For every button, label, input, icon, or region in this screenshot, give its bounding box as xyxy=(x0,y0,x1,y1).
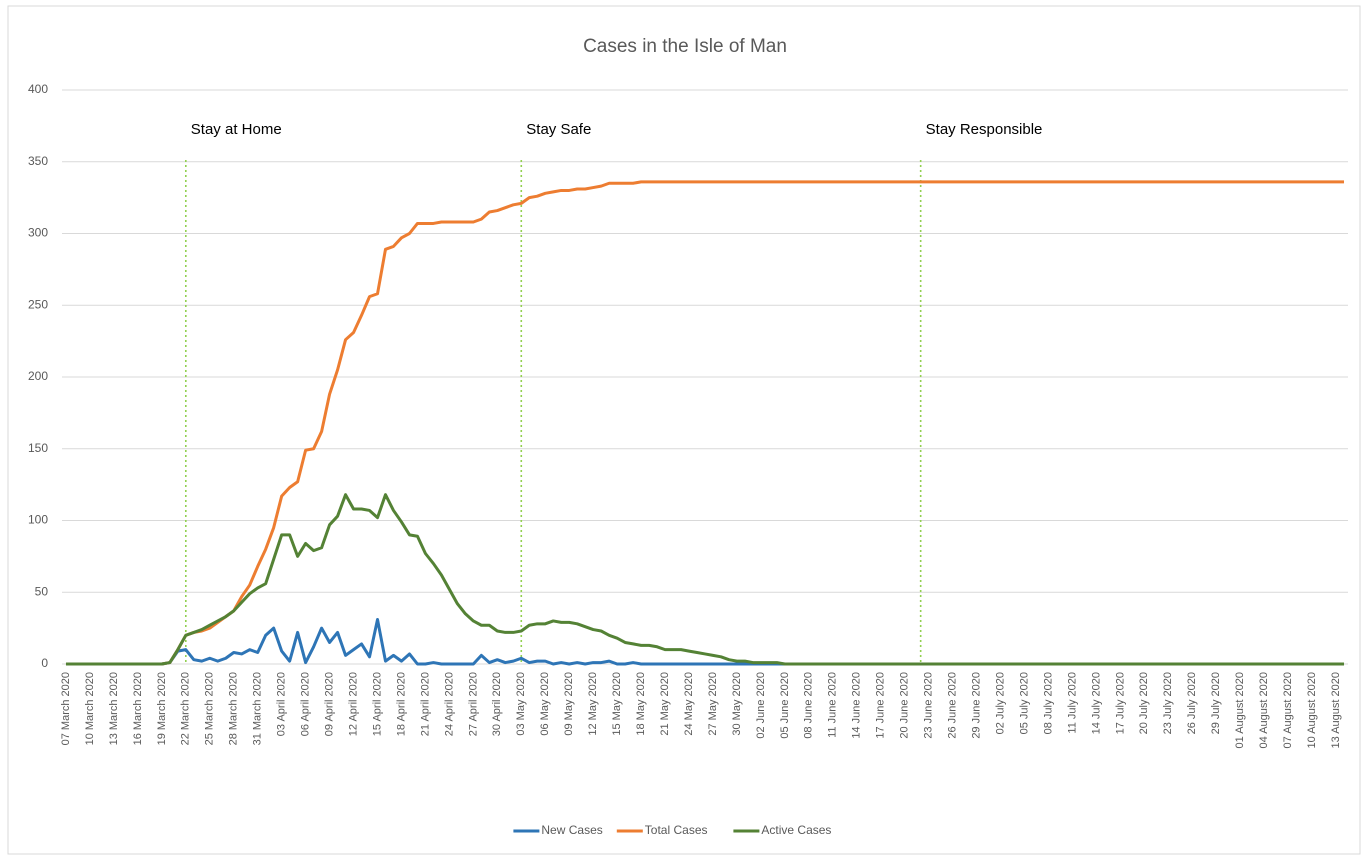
x-tick-label: 29 July 2020 xyxy=(1210,672,1222,734)
series-line xyxy=(65,180,1345,666)
y-tick-label: 0 xyxy=(41,656,48,670)
x-tick-label: 10 August 2020 xyxy=(1306,672,1318,748)
x-tick-label: 21 May 2020 xyxy=(659,672,671,736)
x-tick-label: 26 June 2020 xyxy=(947,672,959,739)
x-tick-label: 05 June 2020 xyxy=(779,672,791,739)
annotation-label: Stay Safe xyxy=(526,121,591,138)
x-tick-label: 16 March 2020 xyxy=(132,672,144,745)
x-tick-label: 20 July 2020 xyxy=(1138,672,1150,734)
x-tick-label: 01 August 2020 xyxy=(1234,672,1246,748)
x-tick-label: 21 April 2020 xyxy=(419,672,431,736)
legend-label: Active Cases xyxy=(761,823,831,837)
x-tick-label: 14 June 2020 xyxy=(851,672,863,739)
x-tick-label: 13 March 2020 xyxy=(108,672,120,745)
x-tick-label: 07 March 2020 xyxy=(60,672,72,745)
y-tick-label: 400 xyxy=(28,82,48,96)
chart-title: Cases in the Isle of Man xyxy=(583,36,787,57)
legend: New Cases Total Cases Active Cases xyxy=(513,823,831,837)
x-tick-label: 13 August 2020 xyxy=(1330,672,1342,748)
x-tick-label: 06 April 2020 xyxy=(300,672,312,736)
x-tick-label: 27 May 2020 xyxy=(707,672,719,736)
x-tick-label: 11 July 2020 xyxy=(1066,672,1078,734)
y-tick-label: 150 xyxy=(28,441,48,455)
x-tick-label: 26 July 2020 xyxy=(1186,672,1198,734)
x-tick-label: 12 May 2020 xyxy=(587,672,599,736)
x-tick-label: 31 March 2020 xyxy=(252,672,264,745)
x-tick-label: 19 March 2020 xyxy=(156,672,168,745)
x-tick-label: 17 July 2020 xyxy=(1114,672,1126,734)
x-tick-label: 29 June 2020 xyxy=(970,672,982,739)
x-tick-label: 18 April 2020 xyxy=(395,672,407,736)
legend-label: Total Cases xyxy=(645,823,708,837)
x-tick-label: 07 August 2020 xyxy=(1282,672,1294,748)
x-tick-label: 24 May 2020 xyxy=(683,672,695,736)
x-tick-label: 17 June 2020 xyxy=(875,672,887,739)
x-tick-label: 11 June 2020 xyxy=(827,672,839,738)
y-tick-label: 350 xyxy=(28,154,48,168)
x-tick-label: 08 June 2020 xyxy=(803,672,815,739)
x-tick-label: 25 March 2020 xyxy=(204,672,216,745)
x-tick-label: 04 August 2020 xyxy=(1258,672,1270,748)
y-tick-label: 250 xyxy=(28,297,48,311)
x-tick-label: 24 April 2020 xyxy=(443,672,455,736)
annotation-label: Stay Responsible xyxy=(926,121,1043,138)
x-tick-label: 06 May 2020 xyxy=(539,672,551,736)
x-tick-label: 12 April 2020 xyxy=(347,672,359,736)
x-tick-label: 10 March 2020 xyxy=(84,672,96,745)
y-tick-label: 50 xyxy=(35,584,49,598)
y-tick-label: 100 xyxy=(28,513,48,527)
x-tick-label: 15 April 2020 xyxy=(371,672,383,736)
x-tick-label: 14 July 2020 xyxy=(1090,672,1102,734)
x-tick-label: 20 June 2020 xyxy=(899,672,911,739)
x-tick-label: 22 March 2020 xyxy=(180,672,192,745)
x-tick-label: 08 July 2020 xyxy=(1042,672,1054,734)
series-line xyxy=(65,493,1345,666)
legend-label: New Cases xyxy=(541,823,602,837)
chart-frame xyxy=(7,5,1361,855)
y-tick-label: 200 xyxy=(28,369,48,383)
x-tick-label: 18 May 2020 xyxy=(635,672,647,736)
y-tick-label: 300 xyxy=(28,226,48,240)
x-tick-label: 28 March 2020 xyxy=(228,672,240,745)
x-tick-label: 05 July 2020 xyxy=(1018,672,1030,734)
annotation-label: Stay at Home xyxy=(191,121,282,138)
x-tick-label: 23 June 2020 xyxy=(923,672,935,739)
x-tick-label: 09 May 2020 xyxy=(563,672,575,736)
x-tick-label: 02 June 2020 xyxy=(755,672,767,739)
x-tick-label: 09 April 2020 xyxy=(323,672,335,736)
x-tick-label: 03 April 2020 xyxy=(276,672,288,736)
x-tick-label: 30 April 2020 xyxy=(491,672,503,736)
x-tick-label: 23 July 2020 xyxy=(1162,672,1174,734)
x-tick-label: 03 May 2020 xyxy=(515,672,527,736)
x-tick-label: 02 July 2020 xyxy=(994,672,1006,734)
x-tick-label: 15 May 2020 xyxy=(611,672,623,736)
x-tick-label: 27 April 2020 xyxy=(467,672,479,736)
x-tick-label: 30 May 2020 xyxy=(731,672,743,736)
